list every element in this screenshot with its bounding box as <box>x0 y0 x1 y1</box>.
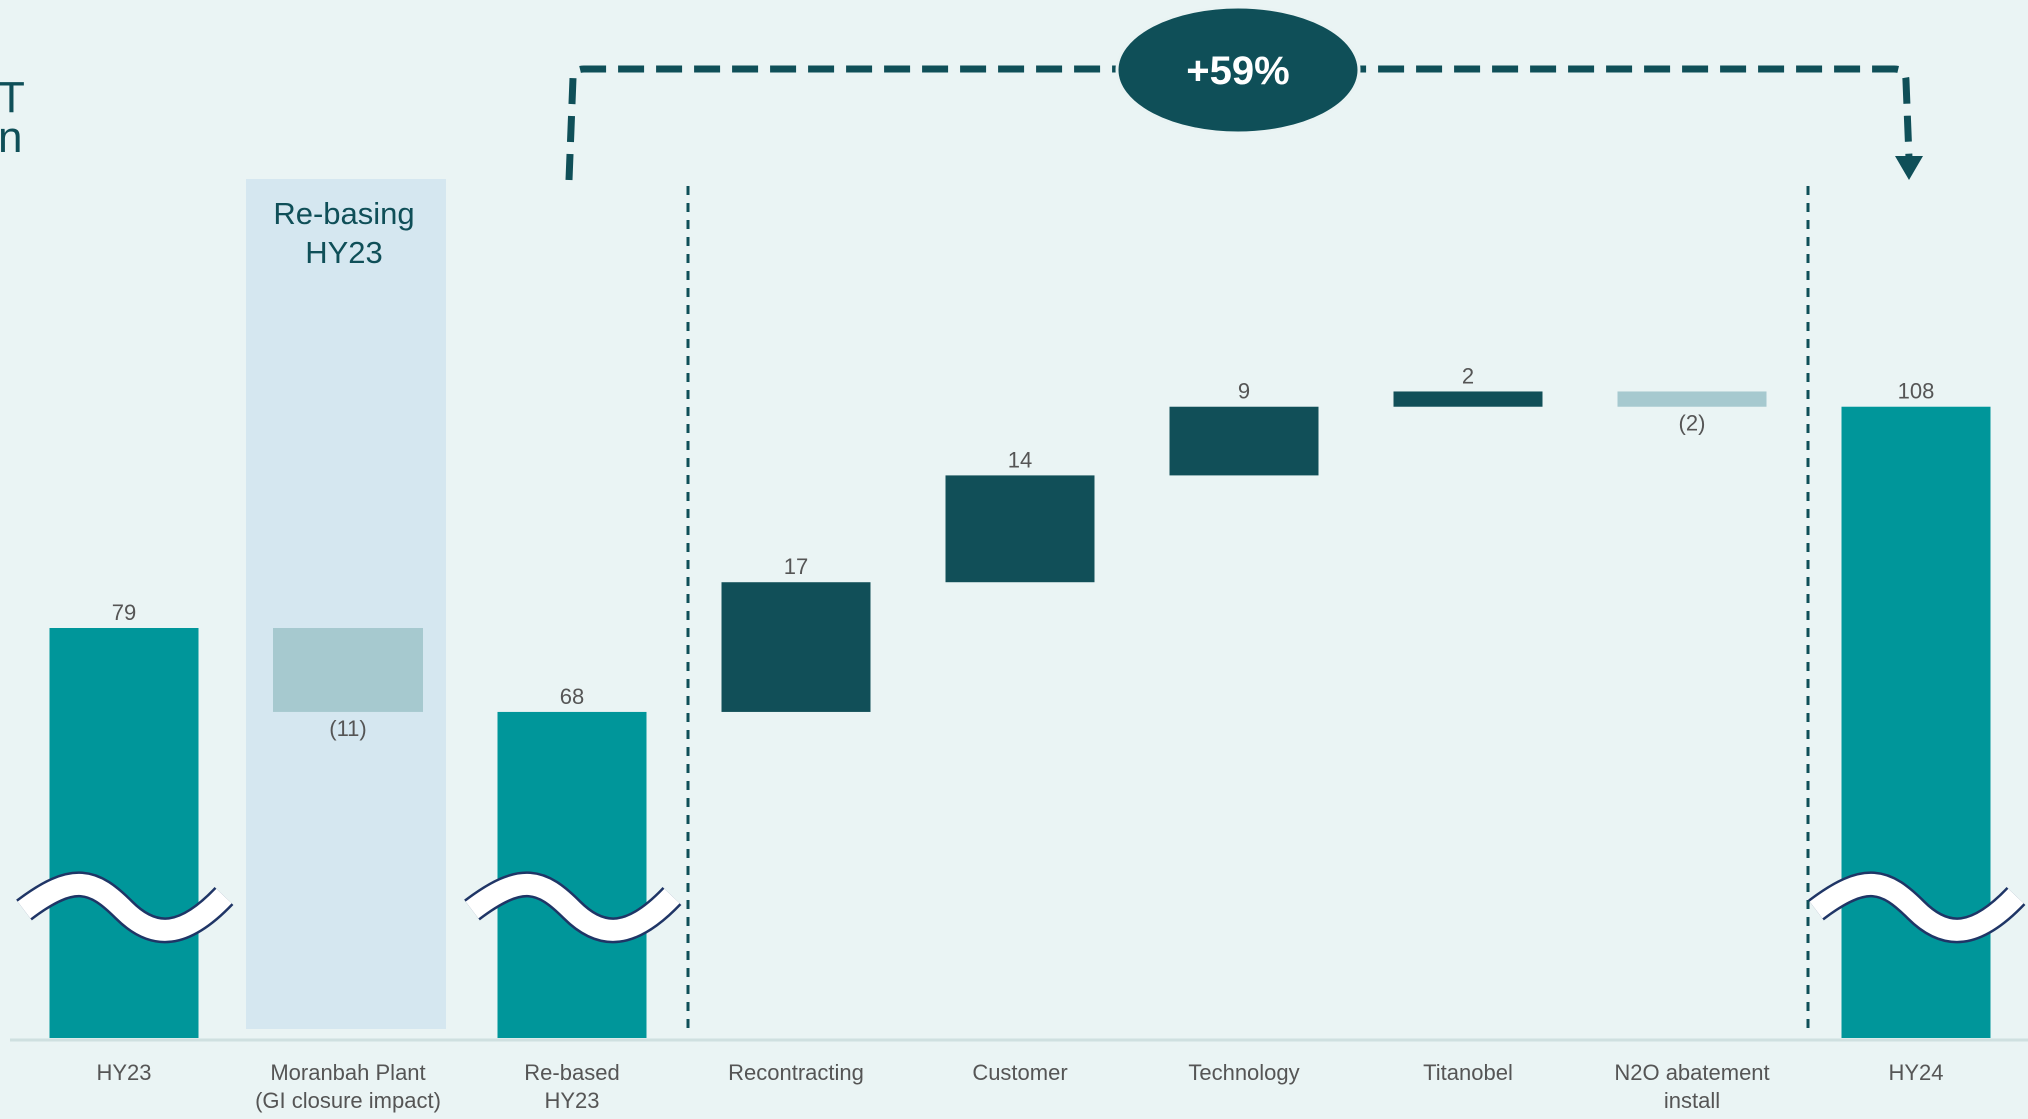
category-label: N2O abatement <box>1614 1060 1769 1085</box>
value-label: 14 <box>1008 447 1032 472</box>
category-label: HY23 <box>96 1060 151 1085</box>
bar-hy23 <box>49 628 199 1038</box>
axis-break-marker <box>17 874 232 941</box>
rebasing-panel <box>246 179 446 1029</box>
side-heading-line-1: T <box>0 73 25 122</box>
bar-customer <box>945 475 1095 583</box>
bar-hy24 <box>1841 406 1991 1039</box>
value-label: 68 <box>560 684 584 709</box>
bar-moranbah-plant-gi-closure-impact- <box>273 628 423 712</box>
category-label: install <box>1664 1088 1720 1113</box>
value-label: 17 <box>784 554 808 579</box>
category-label: Re-based <box>524 1060 619 1085</box>
growth-callout-label: +59% <box>1186 49 1289 93</box>
bar-n2o-abatement-install <box>1617 391 1767 407</box>
category-label: Recontracting <box>728 1060 864 1085</box>
bar-titanobel <box>1393 391 1543 407</box>
rebasing-panel-label-line-2: HY23 <box>305 235 383 270</box>
axis-breaks-layer <box>16 871 2026 944</box>
value-label: 108 <box>1898 379 1935 404</box>
value-label: (2) <box>1679 411 1706 436</box>
value-label: (11) <box>329 716 367 741</box>
bars-layer <box>49 391 1991 1039</box>
category-label: HY24 <box>1888 1060 1943 1085</box>
value-label: 79 <box>112 600 136 625</box>
bar-recontracting <box>721 582 871 712</box>
value-label: 2 <box>1462 363 1474 388</box>
category-label: HY23 <box>544 1088 599 1113</box>
growth-callout-bubble <box>1115 5 1361 135</box>
rebasing-panel-label-line-1: Re-basing <box>273 196 414 231</box>
axis-break-marker <box>1809 874 2024 941</box>
category-label: Titanobel <box>1423 1060 1513 1085</box>
category-label: Customer <box>972 1060 1067 1085</box>
category-labels-layer: HY23 Moranbah Plant (GI closure impact) Re-… <box>96 1060 1943 1113</box>
category-label: Moranbah Plant <box>270 1060 425 1085</box>
category-label: Technology <box>1188 1060 1299 1085</box>
growth-bracket-arrowhead <box>1895 156 1923 180</box>
value-label: 9 <box>1238 379 1250 404</box>
bar-technology <box>1169 406 1319 476</box>
value-labels-layer: 79 (11) 68 17 14 9 2 (2) 108 <box>112 363 1935 740</box>
side-heading-line-2: n <box>0 113 22 162</box>
axis-break-marker <box>465 874 680 941</box>
category-label: (GI closure impact) <box>255 1088 441 1113</box>
